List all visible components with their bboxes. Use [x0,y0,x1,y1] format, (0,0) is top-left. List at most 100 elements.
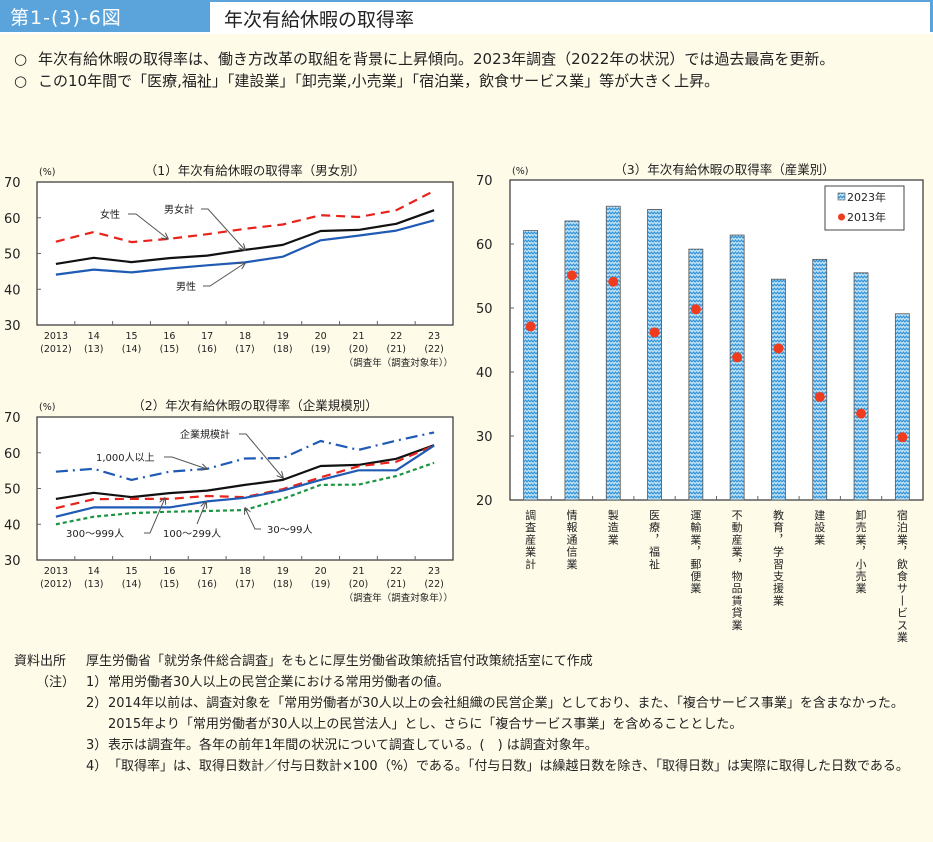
point-2013 [773,343,784,354]
annotation-arrow [128,213,168,239]
x-category-label: 卸売業︐小売業 [856,508,867,595]
x-tick-label: 16 [163,566,175,577]
note-item: 常用労働者30人以上の民営企業における常用労働者の値。 [108,675,450,690]
x-category-label: 建設業 [814,508,825,546]
figure-title: 年次有給休暇の取得率 [224,9,415,31]
bar-2023 [647,209,662,501]
annotation-label: 企業規模計 [180,428,230,441]
y-tick-label: 70 [4,176,21,191]
annotation-label: 300～999人 [66,528,124,540]
y-tick-label: 60 [4,447,21,462]
x-tick-label: 21 [352,566,364,577]
legend-label-2023: 2023年 [847,190,886,204]
y-tick-label: 60 [4,212,21,227]
circle-bullet-icon: ○ [14,72,28,90]
y-tick-label: 50 [4,483,21,498]
annotation-label: 女性 [100,208,120,221]
point-2013 [649,327,660,338]
x-tick-label: 14 [88,566,100,577]
x-tick-sublabel: (16) [197,579,217,590]
x-tick-sublabel: (19) [311,344,331,355]
point-2013 [732,352,743,363]
point-2013 [814,391,825,402]
series-line-100～299人 [55,444,435,518]
x-tick-label: 23 [428,331,440,342]
annotation-arrow [201,208,245,250]
source-label: 資料出所 [14,654,67,669]
y-tick-label: 60 [476,238,493,253]
x-tick-label: 17 [201,566,213,577]
x-tick-sublabel: (20) [349,579,369,590]
circle-bullet-icon: ○ [14,50,28,68]
x-category-label: 不動産業︐物品賃貸業 [732,509,743,632]
point-2013 [856,408,867,419]
y-tick-label: 70 [4,411,21,426]
point-2013 [608,276,619,287]
x-tick-sublabel: (17) [235,579,255,590]
chart-title: （3）年次有給休暇の取得率（産業別） [614,162,834,177]
note-label: （注） [36,675,76,690]
bar-2023 [564,220,580,501]
chart-by-industry: （3）年次有給休暇の取得率（産業別） (%) 20 30 40 50 60 70 調査産業計 情報… [476,162,924,644]
x-tick-sublabel: (20) [349,344,369,355]
x-category-label: 調査産業計 [525,508,536,571]
x-tick-sublabel: (2012) [40,344,72,355]
summary: ○ 年次有給休暇の取得率は、働き方改革の取組を背景に上昇傾向。2023年調査（20… [14,48,919,92]
summary-point: ○ 年次有給休暇の取得率は、働き方改革の取組を背景に上昇傾向。2023年調査（20… [14,50,835,68]
point-2013 [897,432,908,443]
bar-2023 [853,272,869,501]
series-line-女性 [55,189,435,244]
x-tick-sublabel: (16) [197,344,217,355]
annotation-label: 30～99人 [267,524,312,536]
x-tick-label: 15 [125,566,137,577]
x-axis-label: （調査年（調査対象年）） [344,592,453,604]
x-tick-sublabel: (14) [122,344,142,355]
x-tick-label: 22 [390,566,402,577]
point-2013 [525,321,536,332]
summary-point: ○ この10年間で「医療,福祉」「建設業」「卸売業,小売業」「宿泊業，飲食サービス… [14,72,720,90]
x-tick-label: 18 [239,566,251,577]
x-tick-sublabel: (13) [84,344,104,355]
note-item: 表示は調査年。各年の前年1年間の状況について調査している。( ) は調査対象年。 [108,738,598,753]
x-tick-label: 16 [163,331,175,342]
x-tick-label: 21 [352,331,364,342]
x-tick-label: 14 [88,331,100,342]
annotation-label: 1,000人以上 [96,452,155,464]
x-category-label: 情報通信業 [566,509,577,571]
bar-2023 [894,313,910,501]
x-tick-label: 18 [239,331,251,342]
annotation-label: 100～299人 [163,528,221,540]
y-axis-unit: (%) [39,402,55,413]
x-tick-sublabel: (13) [84,579,104,590]
x-tick-sublabel: (17) [235,344,255,355]
x-category-label: 医療︐福祉 [649,509,660,571]
x-tick-sublabel: (21) [387,344,407,355]
x-tick-label: 19 [277,566,289,577]
x-tick-sublabel: (22) [424,579,444,590]
notes: 資料出所 厚生労働省「就労条件総合調査」をもとに厚生労働省政策統括官付政策統括室に… [14,651,924,777]
chart-by-company-size: （2）年次有給休暇の取得率（企業規模別） (%) 30 40 50 60 70 2013 (20… [4,398,454,604]
x-tick-label: 15 [125,331,137,342]
bar-2023 [729,234,745,501]
annotation-label: 男女計 [164,203,194,216]
x-tick-label: 2013 [44,331,68,342]
annotation-arrow [164,456,207,469]
bar-2023 [771,278,786,501]
annotation-arrow [245,508,261,530]
annotation-label: 男性 [176,280,196,293]
y-tick-label: 30 [4,554,21,569]
y-axis-unit: (%) [512,166,528,177]
x-category-label: 製造業 [608,508,619,546]
chart-by-gender: （1）年次有給休暇の取得率（男女別） (%) 30 40 50 60 70 2013 (2012… [4,163,454,369]
plot-area [36,416,454,561]
y-tick-label: 40 [4,518,21,533]
annotation-arrow [196,502,206,525]
y-tick-label: 20 [476,494,493,509]
x-tick-label: 19 [277,331,289,342]
x-tick-sublabel: (15) [160,344,180,355]
plot-area [36,181,454,326]
legend-swatch-2013 [838,213,845,221]
x-tick-sublabel: (19) [311,579,331,590]
y-tick-label: 40 [476,366,493,381]
bar-2023 [688,248,704,501]
